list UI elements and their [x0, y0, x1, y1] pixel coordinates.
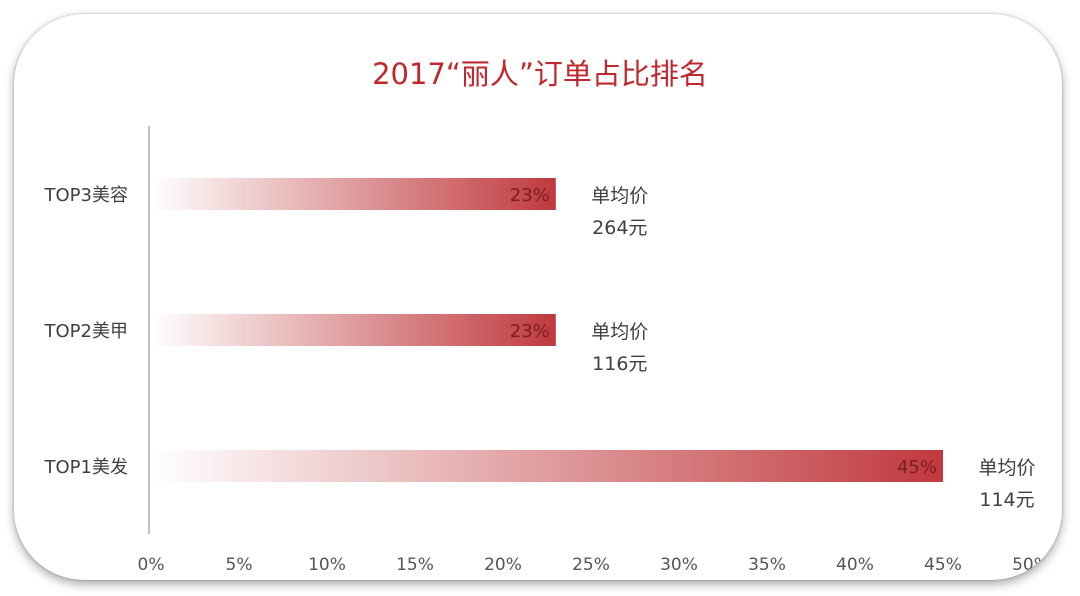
- annotation-label: 单均价: [591, 321, 648, 343]
- x-tick-label: 30%: [660, 555, 698, 575]
- x-tick-label: 50%: [1012, 555, 1050, 575]
- x-tick-label: 35%: [748, 555, 786, 575]
- category-label: TOP3美容: [44, 185, 128, 206]
- bar: [151, 178, 556, 210]
- x-tick-label: 45%: [924, 555, 962, 575]
- bar-chart: 2017“丽人”订单占比排名 TOP3美容 23% 单均价 264元 TOP2美甲 23%…: [44, 57, 1050, 575]
- bar: [151, 314, 556, 346]
- bar-value-label: 23%: [510, 185, 550, 206]
- x-tick-label: 0%: [138, 555, 165, 575]
- x-tick-label: 25%: [572, 555, 610, 575]
- annotation-value: 116元: [592, 353, 647, 375]
- category-label: TOP2美甲: [44, 321, 128, 342]
- x-tick-label: 15%: [396, 555, 434, 575]
- x-tick-label: 5%: [226, 555, 253, 575]
- bar-value-label: 45%: [897, 457, 937, 478]
- bar: [151, 450, 943, 482]
- x-tick-label: 10%: [308, 555, 346, 575]
- chart-card: 2017“丽人”订单占比排名 TOP3美容 23% 单均价 264元 TOP2美甲 23%…: [14, 14, 1062, 580]
- bar-value-label: 23%: [510, 321, 550, 342]
- annotation-label: 单均价: [591, 185, 648, 207]
- x-tick-label: 40%: [836, 555, 874, 575]
- annotation-value: 114元: [979, 489, 1034, 511]
- chart-title: 2017“丽人”订单占比排名: [372, 57, 708, 91]
- x-tick-label: 20%: [484, 555, 522, 575]
- annotation-value: 264元: [592, 217, 647, 239]
- category-label: TOP1美发: [44, 457, 128, 478]
- annotation-label: 单均价: [978, 457, 1035, 479]
